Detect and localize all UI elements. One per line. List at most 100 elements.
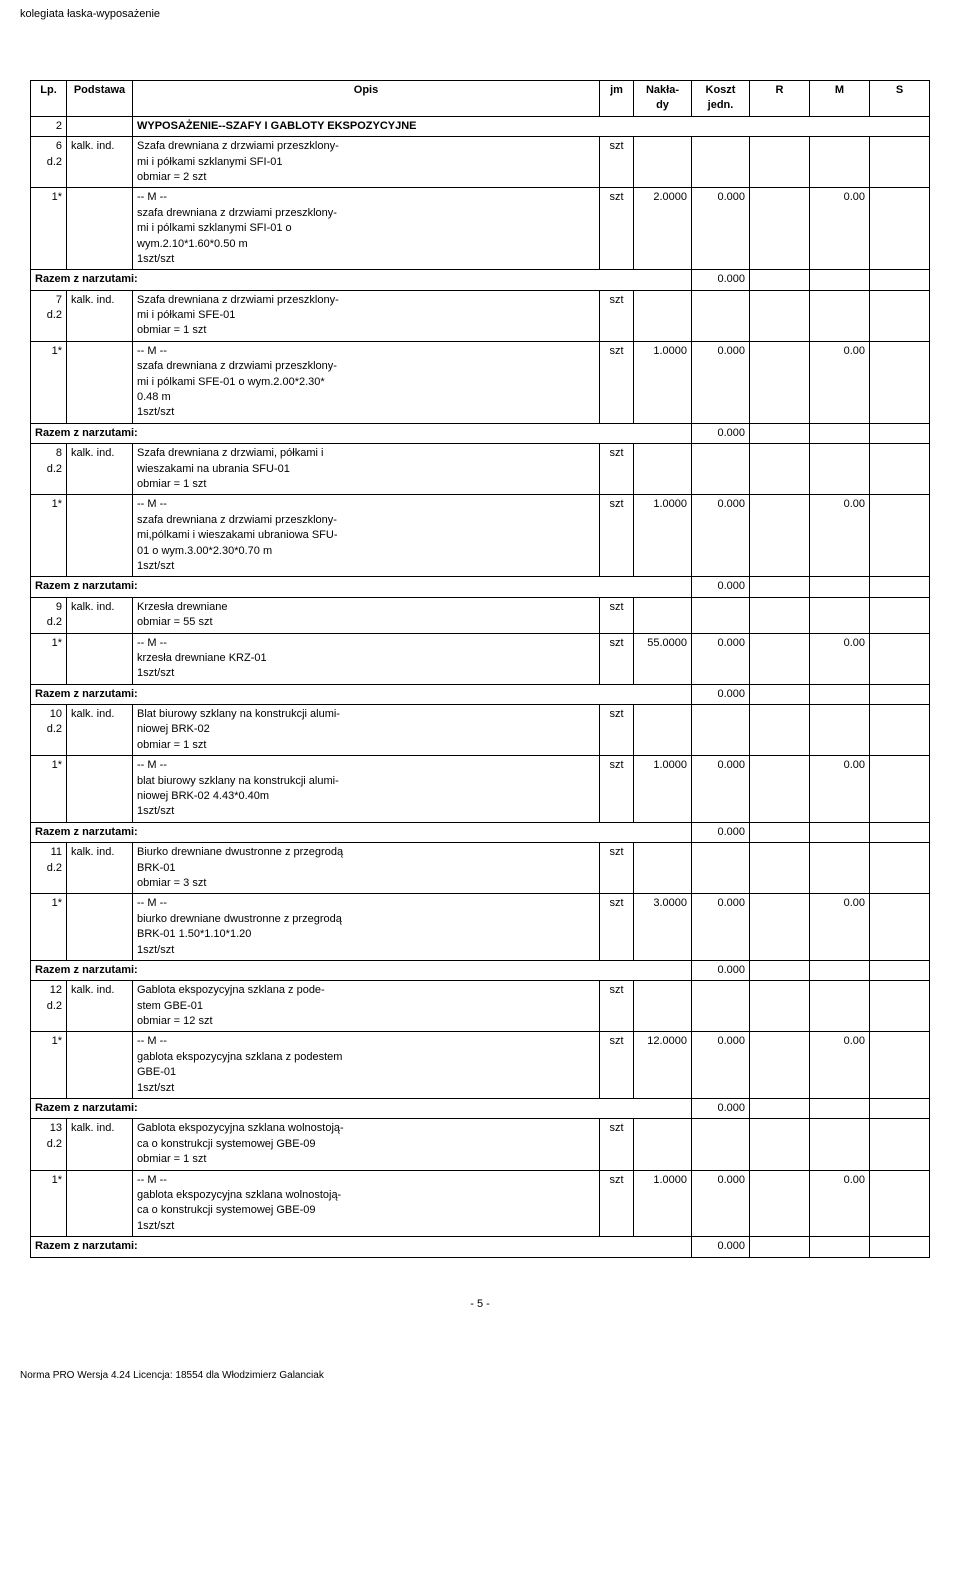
cell-s: [870, 1119, 930, 1170]
col-m: M: [810, 81, 870, 117]
cell-s: [870, 495, 930, 577]
cell-opis: Szafa drewniana z drzwiami, półkami i wi…: [133, 444, 600, 495]
cell-jm: szt: [600, 1119, 634, 1170]
cell-podstawa: [67, 188, 133, 270]
cell-r: [750, 705, 810, 756]
main-table: Lp. Podstawa Opis jm Nakła- dy Koszt jed…: [30, 80, 930, 1258]
section-row: 2 WYPOSAŻENIE--SZAFY I GABLOTY EKSPOZYCY…: [31, 116, 930, 136]
cell-lp: 10 d.2: [31, 705, 67, 756]
cell-m: [810, 137, 870, 188]
cell-podstawa: [67, 495, 133, 577]
razem-row: Razem z narzutami:0.000: [31, 270, 930, 290]
cell-jm: szt: [600, 597, 634, 633]
cell-s: [870, 577, 930, 597]
cell-m: [810, 1099, 870, 1119]
cell-jm: szt: [600, 633, 634, 684]
cell-m: [810, 843, 870, 894]
cell-podstawa: [67, 894, 133, 961]
cell-m: [810, 960, 870, 980]
cell-r: [750, 1237, 810, 1257]
razem-koszt: 0.000: [692, 684, 750, 704]
table-row: 1* -- M -- biurko drewniane dwustronne z …: [31, 894, 930, 961]
razem-label: Razem z narzutami:: [31, 270, 692, 290]
cell-m: [810, 684, 870, 704]
cell-nakl: [634, 1119, 692, 1170]
cell-r: [750, 1119, 810, 1170]
cell-jm: szt: [600, 444, 634, 495]
table-row: 1*-- M -- szafa drewniana z drzwiami prz…: [31, 341, 930, 423]
cell-podstawa: [67, 1170, 133, 1237]
razem-koszt: 0.000: [692, 577, 750, 597]
cell-koszt: [692, 444, 750, 495]
cell-koszt: [692, 843, 750, 894]
cell-koszt: [692, 705, 750, 756]
cell-s: [870, 290, 930, 341]
cell-s: [870, 822, 930, 842]
cell-nakl: [634, 981, 692, 1032]
razem-label: Razem z narzutami:: [31, 684, 692, 704]
section-pod: [67, 116, 133, 136]
col-r: R: [750, 81, 810, 117]
cell-m: [810, 290, 870, 341]
razem-koszt: 0.000: [692, 1099, 750, 1119]
cell-m: [810, 1119, 870, 1170]
cell-opis: -- M -- szafa drewniana z drzwiami przes…: [133, 188, 600, 270]
cell-lp: 6 d.2: [31, 137, 67, 188]
cell-s: [870, 270, 930, 290]
cell-opis: Gablota ekspozycyjna szklana z pode- ste…: [133, 981, 600, 1032]
col-koszt: Koszt jedn.: [692, 81, 750, 117]
cell-r: [750, 577, 810, 597]
table-row: 1*-- M -- gablota ekspozycyjna szklana z…: [31, 1032, 930, 1099]
table-body: 2 WYPOSAŻENIE--SZAFY I GABLOTY EKSPOZYCY…: [31, 116, 930, 1257]
cell-jm: szt: [600, 981, 634, 1032]
cell-s: [870, 341, 930, 423]
razem-label: Razem z narzutami:: [31, 577, 692, 597]
page-number: - 5 -: [0, 1278, 960, 1330]
cell-r: [750, 1099, 810, 1119]
cell-r: [750, 188, 810, 270]
cell-jm: szt: [600, 843, 634, 894]
cell-m: 0.00: [810, 341, 870, 423]
cell-s: [870, 444, 930, 495]
cell-podstawa: kalk. ind.: [67, 597, 133, 633]
cell-nakl: 55.0000: [634, 633, 692, 684]
cell-r: [750, 137, 810, 188]
razem-label: Razem z narzutami:: [31, 960, 692, 980]
cell-podstawa: kalk. ind.: [67, 705, 133, 756]
cell-s: [870, 1170, 930, 1237]
cell-m: 0.00: [810, 1170, 870, 1237]
cell-m: [810, 822, 870, 842]
cell-r: [750, 495, 810, 577]
cell-r: [750, 290, 810, 341]
cell-podstawa: kalk. ind.: [67, 444, 133, 495]
cell-s: [870, 1032, 930, 1099]
cell-s: [870, 981, 930, 1032]
cell-nakl: [634, 444, 692, 495]
cell-podstawa: kalk. ind.: [67, 1119, 133, 1170]
razem-row: Razem z narzutami:0.000: [31, 423, 930, 443]
cell-koszt: [692, 290, 750, 341]
cell-opis: -- M -- gablota ekspozycyjna szklana wol…: [133, 1170, 600, 1237]
table-row: 13 d.2kalk. ind.Gablota ekspozycyjna szk…: [31, 1119, 930, 1170]
cell-podstawa: [67, 1032, 133, 1099]
cell-m: [810, 981, 870, 1032]
cell-nakl: 12.0000: [634, 1032, 692, 1099]
cell-lp: 1*: [31, 894, 67, 961]
cell-koszt: [692, 137, 750, 188]
cell-lp: 8 d.2: [31, 444, 67, 495]
col-opis: Opis: [133, 81, 600, 117]
cell-lp: 1*: [31, 1032, 67, 1099]
cell-r: [750, 822, 810, 842]
cell-m: [810, 423, 870, 443]
cell-r: [750, 756, 810, 823]
cell-s: [870, 423, 930, 443]
cell-jm: szt: [600, 705, 634, 756]
table-row: 8 d.2kalk. ind.Szafa drewniana z drzwiam…: [31, 444, 930, 495]
cell-opis: -- M -- biurko drewniane dwustronne z pr…: [133, 894, 600, 961]
cell-r: [750, 633, 810, 684]
cell-opis: -- M -- szafa drewniana z drzwiami przes…: [133, 341, 600, 423]
cell-opis: Szafa drewniana z drzwiami przeszklony- …: [133, 290, 600, 341]
cell-m: 0.00: [810, 188, 870, 270]
col-lp: Lp.: [31, 81, 67, 117]
cell-podstawa: [67, 633, 133, 684]
